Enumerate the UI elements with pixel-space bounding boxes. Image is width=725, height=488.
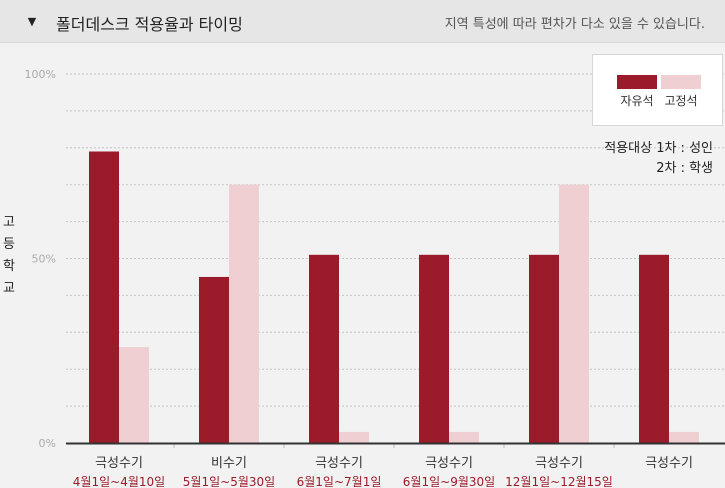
bar-fixed-3 xyxy=(339,431,369,443)
legend-item-free-seat: 자유석 xyxy=(617,75,657,109)
legend-item-fixed-seat: 고정석 xyxy=(661,75,701,109)
bar-free-4 xyxy=(419,254,449,443)
y-axis-label-char-0: 고 xyxy=(3,215,15,230)
y-tick-label: 0% xyxy=(39,437,56,450)
bar-fixed-5 xyxy=(559,184,589,443)
bar-fixed-2 xyxy=(229,184,259,443)
chart-header: ▼ 폴더데스크 적용율과 타이밍 지역 특성에 따라 편차가 다소 있을 수 있… xyxy=(0,0,725,43)
y-axis-label-char-2: 학 xyxy=(3,259,15,274)
bar-free-2 xyxy=(199,276,229,443)
bar-fixed-6 xyxy=(669,431,699,443)
chart-title: 폴더데스크 적용율과 타이밍 xyxy=(56,15,243,34)
legend-label-free-seat: 자유석 xyxy=(620,94,654,108)
x-tick-label: 극성수기 xyxy=(535,456,583,471)
target-note: 적용대상 1차 : 성인 2차 : 학생 xyxy=(604,139,713,179)
legend: 자유석 고정석 xyxy=(592,54,723,126)
x-tick-label: 극성수기 xyxy=(95,456,143,471)
y-tick-label: 50% xyxy=(32,253,56,266)
x-tick-label: 극성수기 xyxy=(425,456,473,471)
caret-down-icon[interactable]: ▼ xyxy=(27,15,37,28)
x-tick-date: 5월1일~5월30일 xyxy=(183,475,275,488)
bar-fixed-4 xyxy=(449,431,479,443)
x-tick-date: 6월1일~9월30일 xyxy=(403,475,495,488)
bar-free-6 xyxy=(639,254,669,443)
y-tick-label: 100% xyxy=(25,68,56,81)
legend-label-fixed-seat: 고정석 xyxy=(664,94,698,108)
bar-fixed-1 xyxy=(119,347,149,443)
x-tick-label: 비수기 xyxy=(211,456,247,471)
x-tick-date: 4월1일~4월10일 xyxy=(73,475,165,488)
x-tick-label: 극성수기 xyxy=(315,456,363,471)
region-note: 지역 특성에 따라 편차가 다소 있을 수 있습니다. xyxy=(444,17,705,32)
bar-free-3 xyxy=(309,254,339,443)
target-note-line1: 적용대상 1차 : 성인 xyxy=(604,141,713,156)
y-axis-label-char-3: 교 xyxy=(3,281,15,296)
legend-swatch-free-seat xyxy=(617,75,657,89)
x-tick-label: 극성수기 xyxy=(645,456,693,471)
x-tick-date: 6월1일~7월1일 xyxy=(297,475,382,488)
y-axis-label-char-1: 등 xyxy=(3,237,15,252)
target-note-line2: 2차 : 학생 xyxy=(656,161,713,176)
legend-swatch-fixed-seat xyxy=(661,75,701,89)
bar-free-1 xyxy=(89,151,119,444)
bar-free-5 xyxy=(529,254,559,443)
x-tick-date: 12월1일~12월15일 xyxy=(505,475,613,488)
